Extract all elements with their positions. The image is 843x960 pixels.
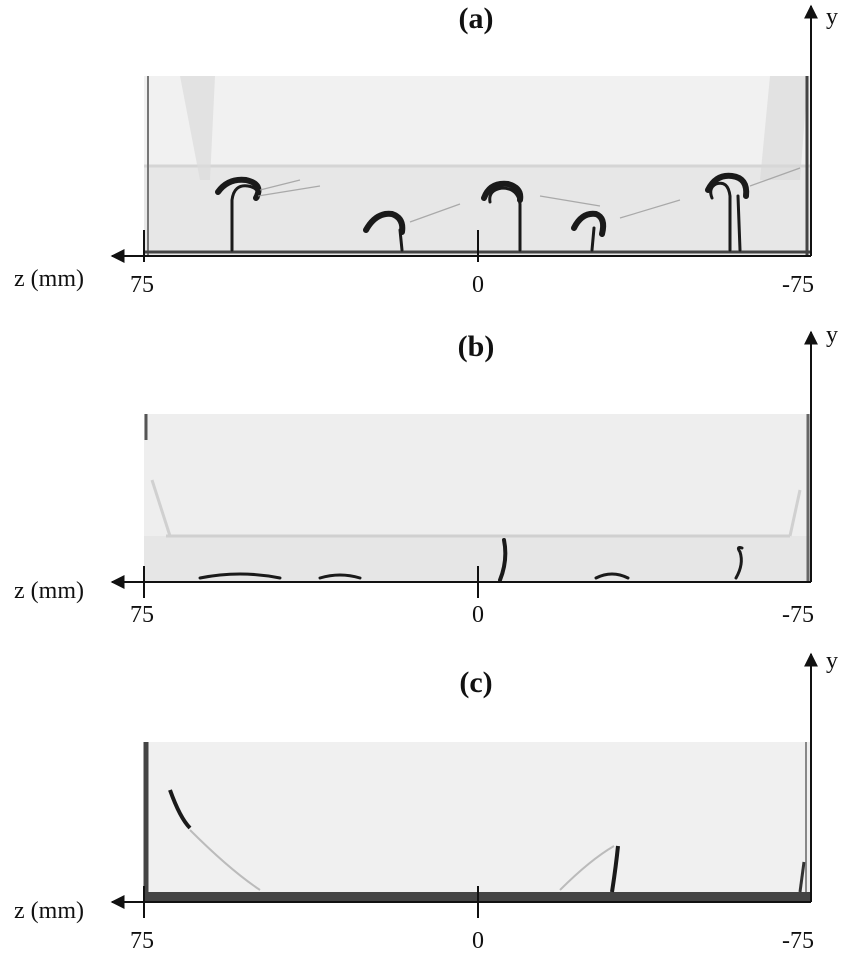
panel-title: (a) xyxy=(459,2,494,35)
y-axis-label: y xyxy=(826,4,838,30)
z-axis-label: z (mm) xyxy=(14,578,84,604)
tick-label: -75 xyxy=(782,272,814,298)
tick-label: 0 xyxy=(472,272,484,298)
tick-label: -75 xyxy=(782,602,814,628)
tick-label: 0 xyxy=(472,928,484,954)
tick-label: 75 xyxy=(130,928,154,954)
y-axis-label: y xyxy=(826,648,838,674)
y-axis-label: y xyxy=(826,322,838,348)
panel-title: (c) xyxy=(459,666,492,699)
tick-label: 75 xyxy=(130,272,154,298)
flow-visualization-image xyxy=(144,76,811,256)
panel-title: (b) xyxy=(458,330,495,363)
panel-b: (b) y z (mm) 75 0 -75 xyxy=(14,322,838,628)
flow-visualization-image xyxy=(144,414,811,582)
tick-label: 0 xyxy=(472,602,484,628)
panel-a: (a) xyxy=(14,2,838,298)
z-axis-label: z (mm) xyxy=(14,898,84,924)
z-axis-label: z (mm) xyxy=(14,266,84,292)
flow-visualization-image xyxy=(144,742,811,902)
panel-c: (c) y z (mm) 75 0 -75 xyxy=(14,648,838,954)
tick-label: -75 xyxy=(782,928,814,954)
tick-label: 75 xyxy=(130,602,154,628)
